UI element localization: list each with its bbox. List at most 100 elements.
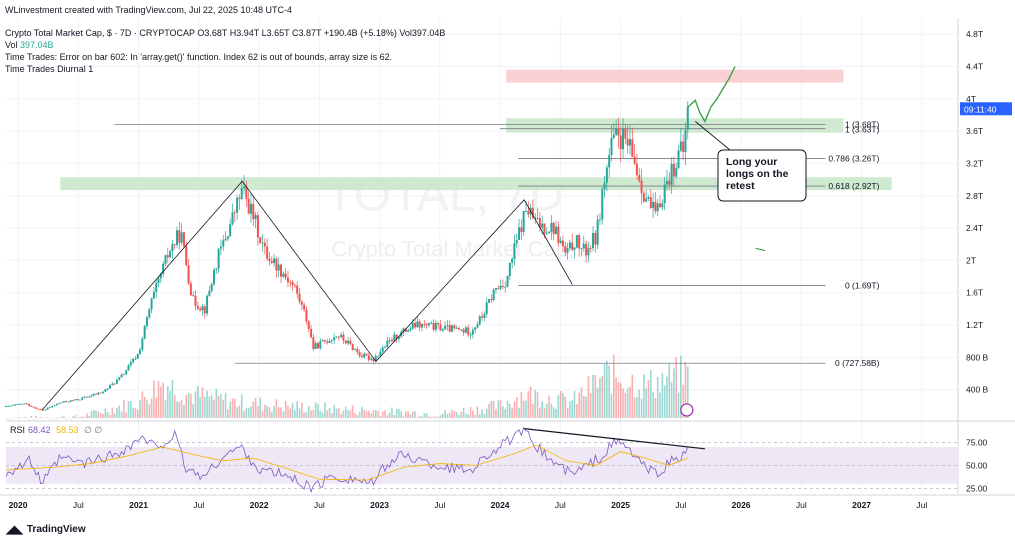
volume-bar	[469, 407, 472, 418]
candle-body	[619, 135, 622, 150]
volume-bar	[384, 410, 386, 418]
candle-body	[524, 210, 527, 212]
volume-bar	[268, 407, 271, 418]
volume-bar	[351, 405, 354, 418]
volume-bar	[372, 410, 375, 418]
candle-body	[675, 167, 678, 177]
volume-bar	[638, 389, 641, 418]
volume-bar	[160, 386, 162, 418]
candle-body	[254, 215, 257, 220]
volume-bar	[141, 391, 144, 418]
volume-bar	[42, 418, 44, 420]
volume-bar	[541, 401, 543, 418]
candle-body	[518, 227, 521, 241]
candle-body	[118, 377, 121, 380]
candle-body	[58, 403, 61, 404]
volume-bar	[217, 395, 220, 418]
candle-body	[603, 182, 606, 190]
callout-text: retest	[726, 180, 755, 192]
candle-body	[323, 340, 326, 342]
candle-body	[60, 402, 63, 404]
volume-bar	[393, 414, 396, 418]
candle-body	[393, 334, 396, 342]
candle-body	[365, 353, 368, 356]
candle-body	[37, 408, 40, 410]
volume-bar	[465, 413, 467, 418]
volume-bar	[622, 388, 624, 418]
volume-bar	[180, 399, 183, 418]
volume-bar	[481, 408, 483, 418]
volume-bar	[60, 416, 63, 418]
volume-bar	[386, 415, 389, 418]
volume-bar	[656, 377, 659, 418]
volume-bar	[536, 392, 539, 418]
volume-bar	[368, 410, 370, 418]
candle-body	[182, 232, 185, 247]
candle-body	[395, 334, 398, 339]
candle-body	[654, 201, 657, 212]
callout-text: longs on the	[726, 168, 789, 180]
candle-body	[379, 351, 382, 356]
volume-bar	[183, 404, 185, 418]
volume-bar	[582, 395, 585, 418]
volume-bar	[576, 404, 578, 418]
candle-body	[610, 137, 613, 156]
candle-body	[176, 230, 179, 245]
candle-body	[273, 258, 276, 263]
rsi-divergence-line	[524, 428, 706, 450]
volume-bar	[150, 398, 153, 418]
candle-body	[113, 383, 116, 385]
time-tick-label: Jul	[314, 500, 325, 510]
volume-bar	[670, 382, 673, 418]
candle-body	[178, 230, 181, 243]
candle-body	[668, 181, 671, 185]
candle-body	[615, 128, 618, 135]
volume-bar	[102, 413, 104, 418]
volume-bar	[532, 404, 534, 418]
candle-body	[543, 223, 546, 234]
volume-bar	[407, 411, 409, 418]
candle-body	[162, 263, 165, 275]
candle-body	[69, 400, 72, 402]
candle-body	[672, 163, 675, 177]
volume-bar	[111, 407, 114, 418]
candle-body	[455, 327, 458, 329]
candle-body	[612, 134, 615, 138]
volume-bar	[32, 419, 35, 420]
candle-body	[16, 404, 19, 405]
candle-body	[159, 274, 162, 279]
volume-bar	[502, 406, 504, 418]
candle-body	[249, 203, 252, 214]
candle-body	[106, 388, 109, 390]
volume-bar	[148, 404, 151, 418]
volume-bar	[328, 407, 331, 418]
candle-body	[585, 243, 588, 256]
fib-level-label: 0 (727.58B)	[835, 358, 880, 368]
volume-bar	[254, 398, 257, 418]
candle-body	[471, 329, 474, 335]
volume-bar	[106, 412, 109, 418]
candle-body	[483, 314, 486, 318]
candle-body	[76, 399, 79, 400]
candle-body	[270, 260, 273, 263]
candle-body	[39, 409, 42, 410]
volume-bar	[423, 413, 426, 418]
volume-bar	[596, 387, 599, 418]
time-tick-label: 2024	[491, 500, 510, 510]
volume-bar	[194, 391, 197, 418]
volume-bar	[520, 392, 523, 418]
candle-body	[441, 329, 444, 331]
candle-body	[628, 139, 631, 146]
candle-body	[11, 405, 14, 406]
candle-body	[589, 248, 592, 249]
rsi-ma-value: 58.53	[56, 425, 79, 435]
volume-bar	[252, 401, 255, 418]
fib-level-label: 0 (1.69T)	[845, 280, 880, 290]
candle-body	[201, 306, 204, 311]
candle-body	[608, 155, 611, 168]
volume-bar	[476, 406, 479, 418]
fib-level-label: 0.618 (2.92T)	[828, 181, 879, 191]
candle-body	[303, 304, 306, 310]
tradingview-brand[interactable]: ◢◣ TradingView	[6, 523, 86, 536]
